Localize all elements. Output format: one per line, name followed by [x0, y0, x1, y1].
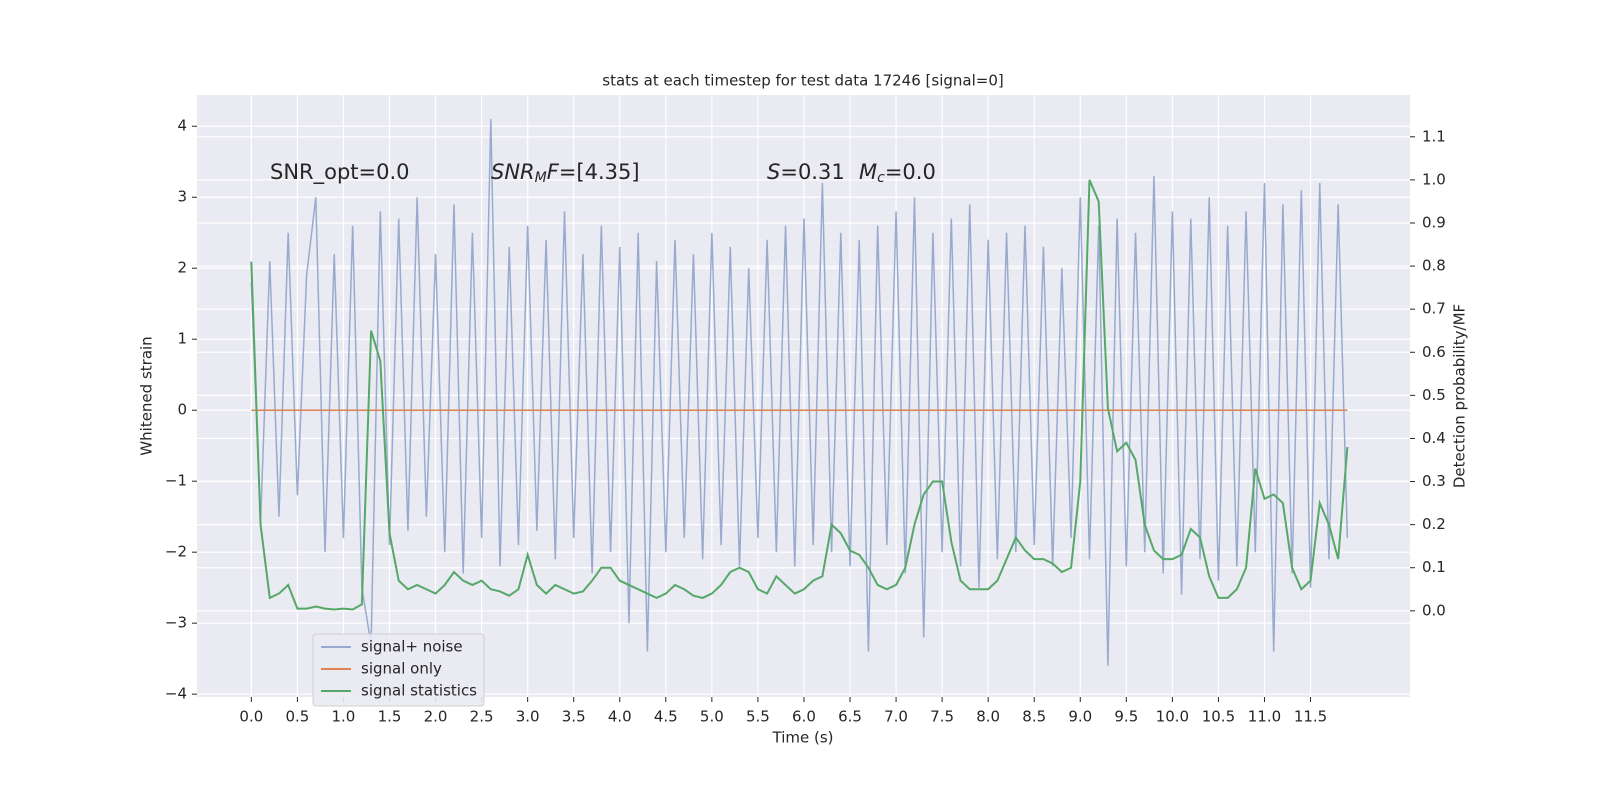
annotation: Mc=0.0 — [859, 160, 936, 186]
x-tick-label: 3.0 — [516, 708, 540, 726]
y2-tick-label: 1.0 — [1422, 170, 1446, 188]
y2-tick-label: 0.9 — [1422, 213, 1446, 231]
annotation-part: SNR — [491, 160, 535, 184]
x-tick-label: 4.0 — [608, 708, 632, 726]
x-tick-label: 9.5 — [1114, 708, 1138, 726]
y2-tick-label: 1.1 — [1422, 127, 1446, 145]
y2-tick-label: 0.0 — [1422, 601, 1446, 619]
y-tick-label: 3 — [177, 188, 187, 206]
annotation-part: SNR_opt=0.0 — [270, 160, 410, 185]
y2-tick-label: 0.7 — [1422, 300, 1446, 318]
y-tick-label: 1 — [177, 330, 187, 348]
y2-tick-label: 0.5 — [1422, 386, 1446, 404]
x-tick-label: 4.5 — [654, 708, 678, 726]
x-tick-label: 10.0 — [1156, 708, 1189, 726]
y-tick-label: 4 — [177, 117, 187, 135]
y-tick-label: −1 — [165, 472, 187, 490]
x-tick-label: 7.0 — [884, 708, 908, 726]
x-tick-label: 6.0 — [792, 708, 816, 726]
y2-axis-label: Detection probability/MF — [1451, 304, 1469, 488]
x-tick-label: 2.5 — [470, 708, 494, 726]
y-tick-label: −2 — [165, 543, 187, 561]
x-tick-label: 6.5 — [838, 708, 862, 726]
x-tick-label: 3.5 — [562, 708, 586, 726]
y-tick-label: 0 — [177, 401, 187, 419]
y2-tick-label: 0.4 — [1422, 429, 1446, 447]
x-axis-label: Time (s) — [772, 729, 834, 747]
y2-tick-label: 0.3 — [1422, 472, 1446, 490]
x-tick-label: 8.5 — [1022, 708, 1046, 726]
annotation-part: c — [877, 170, 885, 186]
y2-tick-label: 0.1 — [1422, 558, 1446, 576]
x-tick-label: 10.5 — [1202, 708, 1235, 726]
x-tick-label: 5.0 — [700, 708, 724, 726]
legend-label: signal statistics — [361, 682, 477, 700]
x-tick-label: 0.0 — [239, 708, 263, 726]
x-tick-label: 2.0 — [424, 708, 448, 726]
x-tick-label: 0.5 — [285, 708, 309, 726]
legend-box — [312, 633, 485, 707]
legend-label: signal+ noise — [361, 638, 463, 656]
annotation: SNR_opt=0.0 — [270, 160, 410, 185]
annotation-part: =0.0 — [885, 160, 936, 184]
y2-tick-label: 0.8 — [1422, 257, 1446, 275]
x-tick-label: 9.0 — [1068, 708, 1092, 726]
annotation-part: M — [859, 160, 877, 184]
y-axis-label: Whitened strain — [138, 336, 156, 455]
x-tick-label: 5.5 — [746, 708, 770, 726]
y2-tick-label: 0.2 — [1422, 515, 1446, 533]
x-tick-label: 11.5 — [1294, 708, 1327, 726]
x-tick-label: 11.0 — [1248, 708, 1281, 726]
chart-title: stats at each timestep for test data 172… — [602, 72, 1003, 90]
annotation-part: S — [767, 160, 780, 184]
annotation-part: F — [547, 160, 560, 184]
series-line — [250, 179, 1349, 611]
series-line — [250, 119, 1349, 666]
annotation-part: =0.31 — [780, 160, 844, 184]
y2-tick-label: 0.6 — [1422, 343, 1446, 361]
x-tick-label: 8.0 — [976, 708, 1000, 726]
annotation-part: M — [535, 170, 547, 186]
annotation: SNRMF=[4.35] — [491, 160, 640, 186]
y-tick-label: −4 — [165, 685, 187, 703]
x-tick-label: 1.5 — [378, 708, 402, 726]
legend-label: signal only — [361, 660, 442, 678]
x-tick-label: 7.5 — [930, 708, 954, 726]
y-tick-label: −3 — [165, 614, 187, 632]
annotation-part: =[4.35] — [559, 160, 640, 184]
y-tick-label: 2 — [177, 259, 187, 277]
annotation: S=0.31 — [767, 160, 845, 184]
x-tick-label: 1.0 — [332, 708, 356, 726]
